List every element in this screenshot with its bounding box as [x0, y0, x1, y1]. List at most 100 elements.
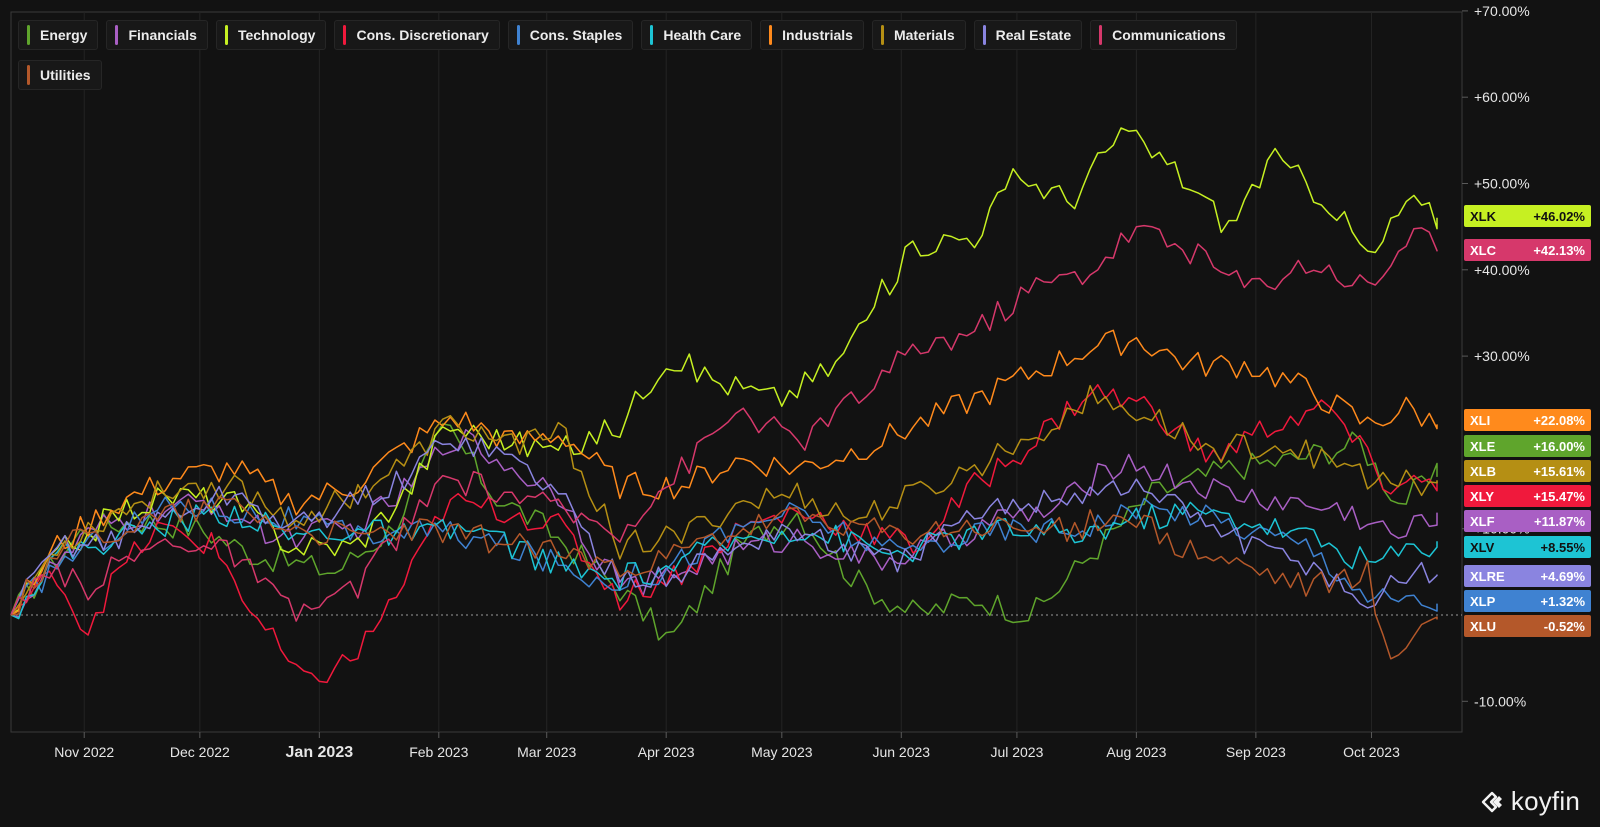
- end-label-value: +8.55%: [1541, 540, 1586, 555]
- legend-swatch: [982, 25, 986, 45]
- legend-item-energy[interactable]: Energy: [18, 20, 99, 50]
- legend-item-communications[interactable]: Communications: [1090, 20, 1237, 50]
- legend-label: Energy: [40, 27, 88, 43]
- y-tick-label: +30.00%: [1474, 348, 1530, 364]
- end-label-badge: [1464, 239, 1591, 261]
- x-tick-label: Jan 2023: [286, 744, 354, 761]
- chart-legend: Energy Financials Technology Cons. Discreti…: [18, 20, 1258, 90]
- end-label-ticker: XLU: [1470, 619, 1496, 634]
- end-label-ticker: XLC: [1470, 243, 1497, 258]
- chart-axes: Nov 2022 Dec 2022 Jan 2023 Feb 2023 Mar 2023…: [54, 3, 1529, 761]
- end-label-xly: XLY +15.47%: [1464, 485, 1591, 507]
- end-label-ticker: XLY: [1470, 489, 1494, 504]
- end-label-ticker: XLI: [1470, 413, 1490, 428]
- legend-swatch: [27, 25, 30, 45]
- koyfin-logo-icon: [1481, 791, 1502, 812]
- series-line-health-care: [10, 501, 1438, 620]
- end-label-ticker: XLK: [1470, 209, 1497, 224]
- legend-label: Communications: [1112, 27, 1226, 43]
- end-label-xlb: XLB +15.61%: [1464, 460, 1591, 482]
- series-line-real-estate: [10, 437, 1438, 616]
- end-label-badge: [1464, 460, 1591, 482]
- legend-label: Utilities: [40, 67, 91, 83]
- end-label-value: +22.08%: [1533, 413, 1585, 428]
- x-tick-label: Jul 2023: [990, 744, 1043, 760]
- end-label-xlv: XLV +8.55%: [1464, 536, 1591, 558]
- legend-item-cons-staples[interactable]: Cons. Staples: [507, 20, 634, 50]
- x-tick-label: Jun 2023: [872, 744, 930, 760]
- x-tick-label: Aug 2023: [1106, 744, 1166, 760]
- end-label-ticker: XLRE: [1470, 569, 1505, 584]
- chart-grid: [10, 11, 1463, 733]
- legend-swatch: [516, 25, 520, 45]
- series-line-industrials: [10, 329, 1438, 616]
- end-label-badge: [1464, 590, 1591, 612]
- end-label-xlu: XLU -0.52%: [1464, 615, 1591, 637]
- end-label-badge: [1464, 536, 1591, 558]
- series-line-utilities: [10, 496, 1438, 660]
- x-tick-label: Nov 2022: [54, 744, 114, 760]
- legend-item-materials[interactable]: Materials: [871, 20, 966, 50]
- end-label-badge: [1464, 485, 1591, 507]
- chart-end-labels: XLK +46.02% XLC +42.13% XLI +22.08% XLE +16.00%…: [1464, 205, 1591, 637]
- series-line-technology: [10, 127, 1438, 616]
- legend-item-cons-discretionary[interactable]: Cons. Discretionary: [334, 20, 500, 50]
- x-tick-label: Feb 2023: [409, 744, 468, 760]
- x-tick-label: Dec 2022: [170, 744, 230, 760]
- legend-item-utilities[interactable]: Utilities: [18, 60, 102, 90]
- legend-swatch: [27, 65, 30, 85]
- legend-swatch: [880, 25, 884, 45]
- legend-swatch: [1099, 25, 1103, 45]
- end-label-ticker: XLF: [1470, 514, 1495, 529]
- legend-swatch: [769, 25, 773, 45]
- x-tick-label: Mar 2023: [517, 744, 576, 760]
- end-label-badge: [1464, 409, 1591, 431]
- brand-name: koyfin: [1510, 786, 1580, 816]
- end-label-xli: XLI +22.08%: [1464, 409, 1591, 431]
- legend-label: Technology: [237, 27, 316, 43]
- end-label-ticker: XLB: [1470, 464, 1496, 479]
- end-label-value: +4.69%: [1541, 569, 1586, 584]
- series-line-materials: [10, 384, 1438, 616]
- legend-label: Real Estate: [995, 27, 1072, 43]
- end-label-value: +46.02%: [1533, 209, 1585, 224]
- legend-item-real-estate[interactable]: Real Estate: [973, 20, 1083, 50]
- end-label-xle: XLE +16.00%: [1464, 435, 1591, 457]
- end-label-value: +42.13%: [1533, 243, 1585, 258]
- legend-item-health-care[interactable]: Health Care: [641, 20, 753, 50]
- end-label-xlc: XLC +42.13%: [1464, 239, 1591, 261]
- end-label-xlf: XLF +11.87%: [1464, 510, 1591, 532]
- legend-label: Industrials: [782, 27, 853, 43]
- end-label-badge: [1464, 435, 1591, 457]
- legend-label: Financials: [128, 27, 197, 43]
- end-label-value: -0.52%: [1544, 619, 1586, 634]
- legend-label: Materials: [893, 27, 955, 43]
- end-label-value: +15.47%: [1533, 489, 1585, 504]
- end-label-xlk: XLK +46.02%: [1464, 205, 1591, 227]
- legend-item-technology[interactable]: Technology: [215, 20, 327, 50]
- x-tick-label: May 2023: [751, 744, 813, 760]
- legend-label: Cons. Discretionary: [356, 27, 489, 43]
- legend-swatch: [650, 25, 654, 45]
- legend-swatch: [343, 25, 347, 45]
- y-tick-label: +40.00%: [1474, 262, 1530, 278]
- legend-label: Cons. Staples: [529, 27, 623, 43]
- legend-item-industrials[interactable]: Industrials: [760, 20, 864, 50]
- end-label-ticker: XLV: [1470, 540, 1495, 555]
- y-tick-label: -10.00%: [1474, 693, 1526, 709]
- legend-item-financials[interactable]: Financials: [106, 20, 208, 50]
- y-tick-label: +60.00%: [1474, 89, 1530, 105]
- end-label-value: +15.61%: [1533, 464, 1585, 479]
- x-tick-label: Oct 2023: [1343, 744, 1400, 760]
- koyfin-brand: koyfin: [1479, 786, 1580, 817]
- end-label-badge: [1464, 205, 1591, 227]
- chart-series: [10, 127, 1438, 684]
- end-label-badge: [1464, 510, 1591, 532]
- legend-swatch: [224, 25, 228, 45]
- end-label-value: +1.32%: [1541, 594, 1586, 609]
- series-line-energy: [10, 423, 1438, 641]
- end-label-xlp: XLP +1.32%: [1464, 590, 1591, 612]
- y-tick-label: +70.00%: [1474, 3, 1530, 19]
- legend-swatch: [115, 25, 119, 45]
